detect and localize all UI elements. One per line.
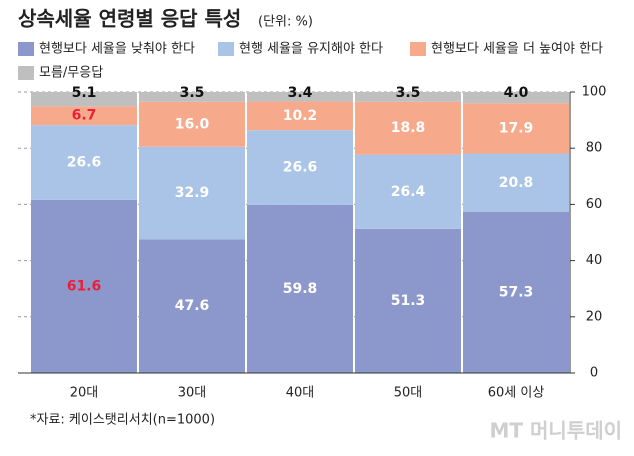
bar-segment	[463, 153, 569, 212]
bar-segment	[355, 92, 461, 102]
legend-swatch	[18, 42, 34, 56]
chart-subtitle: (단위: %)	[258, 15, 313, 30]
value-label: 47.6	[175, 298, 210, 314]
legend-swatch	[410, 42, 426, 56]
value-label: 26.6	[283, 160, 318, 176]
bar-segment	[139, 146, 245, 240]
bar-segment	[139, 239, 245, 373]
y-tick-label: 40	[586, 253, 603, 268]
value-label: 10.2	[283, 108, 318, 124]
bar-segment	[355, 228, 461, 373]
y-tick-label: 100	[582, 85, 607, 100]
y-tick-label: 0	[590, 366, 598, 381]
bar-segment	[31, 199, 137, 373]
legend-label: 현행 세율을 유지해야 한다	[239, 41, 383, 57]
y-tick-label: 20	[586, 309, 603, 324]
value-label: 16.0	[175, 116, 210, 132]
bar-segment	[247, 130, 353, 205]
legend-label: 현행보다 세율을 더 높여야 한다	[431, 41, 603, 57]
value-label: 26.4	[391, 184, 426, 200]
value-label: 51.3	[391, 293, 426, 309]
value-label: 26.6	[67, 155, 102, 171]
value-label: 18.8	[391, 120, 426, 136]
x-tick-label: 20대	[70, 386, 99, 401]
value-label: 32.9	[175, 185, 210, 201]
bar-segment	[463, 103, 569, 154]
legend-swatch	[218, 42, 234, 56]
value-label: 57.3	[499, 284, 534, 300]
bar-segment	[31, 92, 137, 107]
value-label: 3.5	[396, 85, 421, 101]
bar-segment	[31, 125, 137, 200]
value-label: 61.6	[67, 278, 102, 294]
bar-segment	[139, 92, 245, 102]
value-label: 3.5	[180, 85, 205, 101]
y-tick-label: 80	[586, 141, 603, 156]
legend-label: 모름/무응답	[39, 66, 103, 81]
source-note: *자료: 케이스탯리서치(n=1000)	[30, 413, 215, 428]
bar-segment	[247, 92, 353, 102]
legend-label: 현행보다 세율을 낮춰야 한다	[39, 41, 195, 57]
bar-segment	[463, 92, 569, 104]
x-tick-label: 50대	[394, 386, 423, 401]
y-tick-label: 60	[586, 197, 603, 212]
bar-segment	[355, 101, 461, 155]
value-label: 59.8	[283, 281, 318, 297]
chart-title: 상속세율 연령별 응답 특성	[18, 7, 241, 31]
value-label: 4.0	[504, 85, 529, 101]
bar-segment	[31, 106, 137, 126]
value-label: 3.4	[288, 85, 313, 101]
bar-segment	[463, 211, 569, 373]
bar-segment	[247, 101, 353, 131]
x-tick-label: 30대	[178, 386, 207, 401]
bar-segment	[139, 101, 245, 147]
bar-segment	[247, 204, 353, 373]
legend-swatch	[18, 66, 34, 80]
value-label: 6.7	[72, 108, 97, 124]
value-label: 20.8	[499, 175, 534, 191]
x-tick-label: 40대	[286, 386, 315, 401]
value-label: 17.9	[499, 120, 534, 136]
watermark: MT 머니투데이	[489, 419, 622, 443]
bar-segment	[355, 154, 461, 229]
x-tick-label: 60세 이상	[488, 386, 545, 401]
value-label: 5.1	[72, 85, 97, 101]
